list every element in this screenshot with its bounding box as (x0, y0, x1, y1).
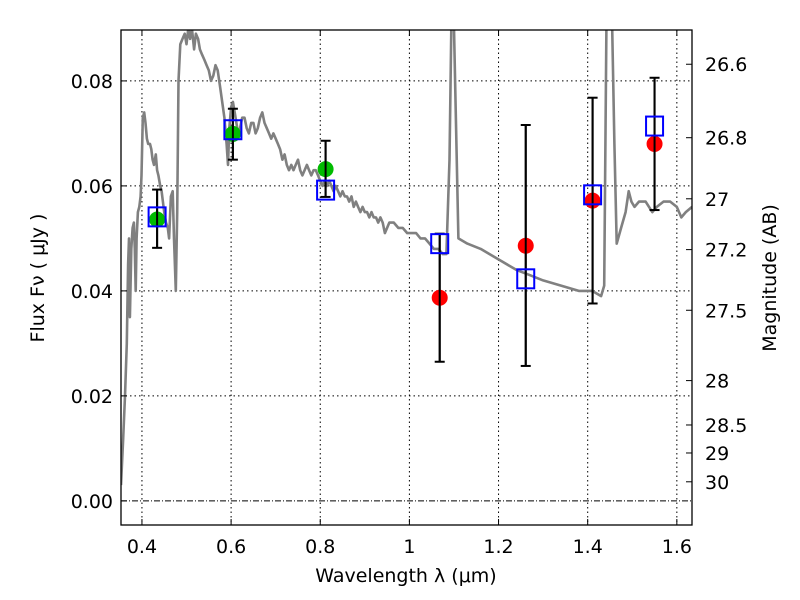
x-axis-label: Wavelength λ (μm) (315, 565, 496, 587)
model-points (147, 115, 665, 290)
magnitude-tick-label: 26.8 (705, 128, 747, 150)
x-tick-label: 1 (403, 536, 415, 558)
x-tick-label: 1.4 (573, 536, 603, 558)
magnitude-tick-label: 28.5 (705, 415, 747, 437)
magnitude-tick-label: 26.6 (705, 54, 747, 76)
y-axis-ticks: 0.00 0.02 0.04 0.06 0.08 (71, 71, 127, 513)
x-tick-label: 0.4 (127, 536, 157, 558)
model-point (516, 268, 536, 290)
model-point (583, 184, 603, 206)
model-point (645, 115, 665, 137)
plot-background (121, 30, 692, 525)
y-tick-label: 0.08 (71, 71, 113, 93)
magnitude-tick-label: 28 (705, 371, 729, 393)
magnitude-tick-label: 29 (705, 443, 729, 465)
magnitude-tick-label: 27.5 (705, 300, 747, 322)
right-axis-label: Magnitude (AB) (759, 204, 781, 352)
plot-frame (120, 29, 693, 526)
magnitude-axis-ticks: 26.6 26.8 27 27.2 27.5 28 28.5 29 30 (686, 54, 747, 494)
y-tick-label: 0.06 (71, 176, 113, 198)
magnitude-tick-label: 27.2 (705, 240, 747, 262)
model-point (223, 119, 243, 141)
spectrum-line (121, 30, 692, 486)
model-point (316, 179, 336, 201)
magnitude-tick-label: 27 (705, 189, 729, 211)
magnitude-tick-label: 30 (705, 472, 729, 494)
y-tick-label: 0.00 (71, 491, 113, 513)
x-tick-label: 1.6 (662, 536, 692, 558)
x-tick-label: 1.2 (483, 536, 513, 558)
x-tick-label: 0.6 (216, 536, 246, 558)
x-axis-ticks: 0.4 0.6 0.8 1 1.2 1.4 1.6 (127, 30, 692, 558)
grid (121, 30, 692, 525)
model-point (147, 206, 167, 228)
y-tick-label: 0.04 (71, 281, 113, 303)
x-tick-label: 0.8 (305, 536, 335, 558)
model-point (430, 233, 450, 255)
y-tick-label: 0.02 (71, 386, 113, 408)
y-axis-label: Flux Fν ( μJy ) (27, 214, 49, 343)
